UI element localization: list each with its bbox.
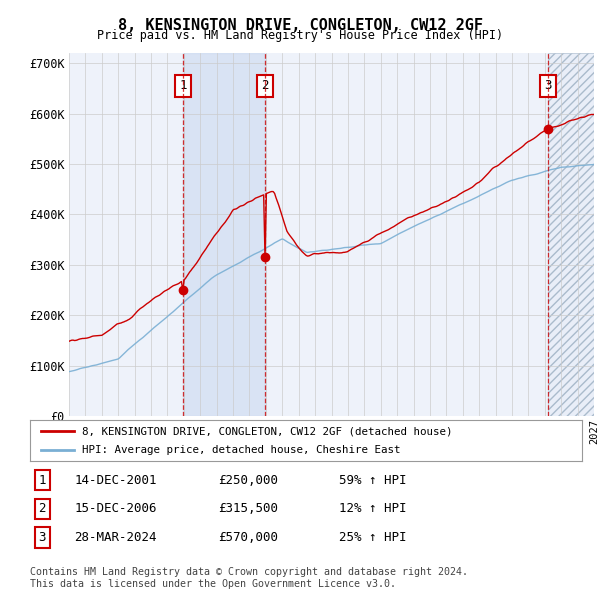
Text: 3: 3 (38, 531, 46, 544)
Text: 59% ↑ HPI: 59% ↑ HPI (339, 474, 407, 487)
Bar (548, 53, 594, 416)
Text: Contains HM Land Registry data © Crown copyright and database right 2024.
This d: Contains HM Land Registry data © Crown c… (30, 567, 468, 589)
Text: 15-DEC-2006: 15-DEC-2006 (74, 502, 157, 515)
Text: 8, KENSINGTON DRIVE, CONGLETON, CW12 2GF: 8, KENSINGTON DRIVE, CONGLETON, CW12 2GF (118, 18, 482, 32)
Text: 25% ↑ HPI: 25% ↑ HPI (339, 531, 407, 544)
Bar (548, 53, 594, 416)
Text: 1: 1 (38, 474, 46, 487)
Text: 12% ↑ HPI: 12% ↑ HPI (339, 502, 407, 515)
Text: HPI: Average price, detached house, Cheshire East: HPI: Average price, detached house, Ches… (82, 445, 401, 455)
Text: 28-MAR-2024: 28-MAR-2024 (74, 531, 157, 544)
Text: 1: 1 (179, 79, 187, 92)
Text: 3: 3 (544, 79, 552, 92)
Text: £570,000: £570,000 (218, 531, 278, 544)
Text: £315,500: £315,500 (218, 502, 278, 515)
Text: 14-DEC-2001: 14-DEC-2001 (74, 474, 157, 487)
Text: 2: 2 (262, 79, 269, 92)
Text: 8, KENSINGTON DRIVE, CONGLETON, CW12 2GF (detached house): 8, KENSINGTON DRIVE, CONGLETON, CW12 2GF… (82, 426, 453, 436)
Text: 2: 2 (38, 502, 46, 515)
Bar (183, 53, 265, 416)
Text: Price paid vs. HM Land Registry's House Price Index (HPI): Price paid vs. HM Land Registry's House … (97, 30, 503, 42)
Text: £250,000: £250,000 (218, 474, 278, 487)
